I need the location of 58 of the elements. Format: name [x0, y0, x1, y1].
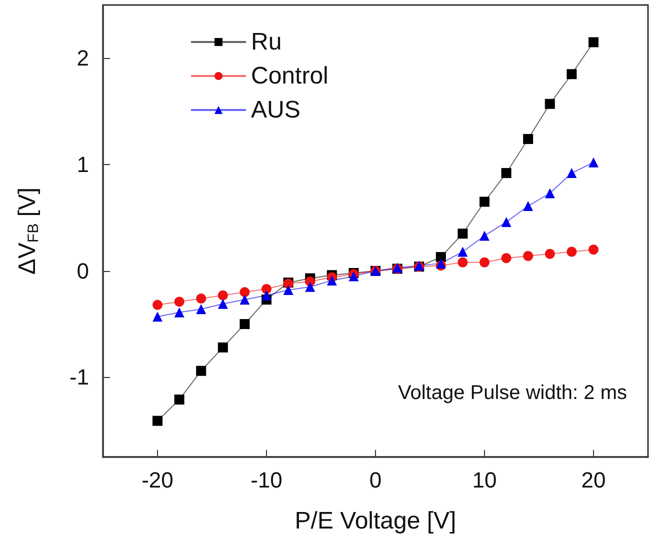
point — [588, 157, 598, 168]
point — [196, 366, 206, 376]
point — [262, 290, 272, 300]
y-tick-label: -1 — [69, 364, 89, 390]
x-tick-label: 20 — [581, 468, 606, 492]
point — [480, 257, 490, 268]
y-axis-title: ΔVFB [V] — [14, 187, 42, 275]
point — [566, 69, 577, 80]
legend-label: Ru — [251, 28, 282, 56]
point — [566, 246, 577, 257]
point — [174, 296, 184, 307]
x-tick-label: 0 — [369, 468, 382, 492]
x-tick-label: -20 — [142, 468, 174, 492]
point — [152, 416, 162, 426]
y-tick-label: 0 — [76, 258, 89, 284]
point — [523, 201, 534, 212]
legend-label: Control — [251, 62, 328, 90]
point — [523, 250, 534, 261]
point — [501, 253, 512, 264]
point — [283, 285, 294, 296]
point — [480, 196, 490, 207]
point — [262, 284, 272, 294]
point — [218, 298, 228, 309]
point — [174, 394, 184, 405]
point — [305, 282, 316, 292]
y-tick-label: 1 — [76, 152, 89, 178]
point — [152, 312, 162, 322]
point — [218, 342, 228, 352]
point — [523, 134, 534, 144]
x-tick-label: 10 — [472, 468, 497, 492]
point — [501, 216, 512, 227]
x-tick-label: -10 — [250, 468, 282, 492]
point — [436, 258, 446, 268]
point — [152, 300, 162, 310]
point — [174, 307, 184, 318]
point — [436, 252, 446, 262]
x-axis-title: P/E Voltage [V] — [294, 508, 456, 534]
annotation: Voltage Pulse width: 2 ms — [398, 382, 627, 404]
point — [566, 168, 577, 178]
point — [240, 294, 250, 305]
point — [544, 248, 555, 259]
point — [196, 294, 206, 304]
y-tick-label: 2 — [76, 46, 89, 71]
point — [501, 168, 512, 178]
point — [458, 257, 468, 268]
point — [218, 290, 228, 300]
point — [544, 188, 555, 198]
point — [544, 98, 555, 109]
point — [196, 304, 206, 314]
point — [326, 275, 337, 286]
point — [458, 246, 468, 257]
point — [240, 287, 250, 298]
point — [458, 228, 468, 239]
point — [588, 37, 598, 48]
point — [480, 230, 490, 241]
point — [240, 319, 250, 330]
legend-label: AUS — [251, 96, 300, 124]
point — [588, 244, 598, 255]
